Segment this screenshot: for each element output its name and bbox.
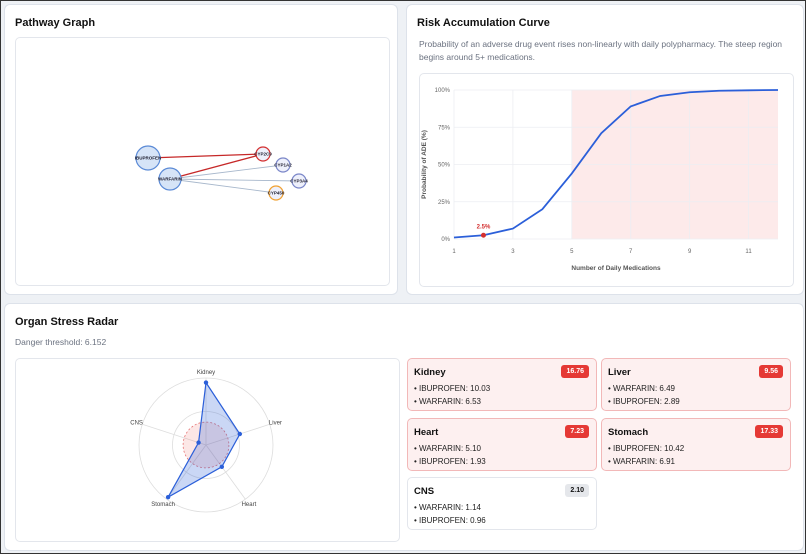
panel-title: Pathway Graph — [15, 17, 96, 29]
point — [480, 232, 486, 238]
card-title: Kidney — [414, 367, 446, 378]
node-label: CYP1A2 — [274, 163, 292, 168]
edge — [169, 178, 277, 194]
y-axis-label: Probability of ADE (%) — [421, 130, 428, 199]
radar-point — [203, 380, 209, 385]
card-title: Stomach — [608, 427, 649, 438]
edge — [169, 178, 300, 182]
description: Probability of an adverse drug event ris… — [419, 39, 783, 62]
node-label: IBUPROFEN — [135, 156, 162, 161]
node — [268, 185, 284, 201]
card-total: 9.56 — [759, 365, 783, 378]
axis-label: Kidney — [197, 370, 215, 376]
node-label: CYP450 — [268, 191, 285, 196]
card-item: WARFARIN: 6.91 — [608, 457, 675, 466]
node — [291, 173, 307, 189]
card-total: 2.10 — [565, 484, 589, 497]
card-total: 17.33 — [755, 425, 783, 438]
threshold — [182, 421, 230, 469]
axis-label: CNS — [130, 420, 143, 426]
card-item: WARFARIN: 1.14 — [414, 503, 481, 512]
value-label: 2.5% — [477, 224, 491, 230]
node — [135, 145, 161, 171]
organ-card: CNS 2.10 WARFARIN: 1.14 IBUPROFEN: 0.96 — [407, 477, 597, 530]
radar-point — [219, 464, 225, 469]
node-label: WARFARIN — [158, 177, 182, 182]
card-item: IBUPROFEN: 2.89 — [608, 397, 680, 406]
radar-point — [165, 494, 171, 500]
edge — [147, 153, 264, 159]
y-tick-label: 50% — [438, 163, 451, 169]
x-tick-label: 11 — [745, 249, 752, 255]
card-item: WARFARIN: 6.49 — [608, 384, 675, 393]
node — [275, 157, 291, 173]
panel-title: Organ Stress Radar — [15, 316, 119, 328]
organ-card: Stomach 17.33 IBUPROFEN: 10.42 WARFARIN: 6.… — [601, 418, 791, 471]
card-title: CNS — [414, 486, 435, 497]
x-tick-label: 3 — [511, 249, 515, 255]
panel-title: Risk Accumulation Curve — [417, 17, 550, 29]
card-item: WARFARIN: 5.10 — [414, 444, 481, 453]
x-axis-label: Number of Daily Medications — [571, 265, 661, 272]
y-tick-label: 25% — [438, 200, 451, 206]
line — [453, 89, 779, 239]
pathway-panel: Pathway Graph — [4, 4, 398, 295]
spoke — [166, 444, 207, 500]
axis-label: Liver — [269, 420, 282, 426]
edge — [169, 153, 264, 180]
card-title: Heart — [414, 427, 439, 438]
y-tick-label: 75% — [438, 125, 451, 131]
card-total: 7.23 — [565, 425, 589, 438]
radar-point — [196, 440, 201, 445]
organ-card: Heart 7.23 WARFARIN: 5.10 IBUPROFEN: 1.93 — [407, 418, 597, 471]
spoke — [205, 444, 246, 500]
node — [255, 146, 271, 162]
graph-box — [15, 37, 390, 286]
organ-card: Kidney 16.76 IBUPROFEN: 10.03 WARFARIN: 6.5… — [407, 358, 597, 411]
radar-point — [237, 431, 243, 437]
spoke — [142, 423, 207, 446]
axis-label: Stomach — [151, 502, 175, 508]
y-tick-label: 100% — [435, 88, 451, 94]
card-total: 16.76 — [561, 365, 589, 378]
x-tick-label: 1 — [452, 249, 456, 255]
card-item: IBUPROFEN: 1.93 — [414, 457, 486, 466]
x-tick-label: 5 — [570, 249, 574, 255]
node-label: CYP3A4 — [290, 179, 308, 184]
chart-box — [419, 73, 794, 287]
card-item: WARFARIN: 6.53 — [414, 397, 481, 406]
radar-box — [15, 358, 400, 542]
threshold-label: Danger threshold: 6.152 — [15, 337, 107, 347]
organ-card: Liver 9.56 WARFARIN: 6.49 IBUPROFEN: 2.89 — [601, 358, 791, 411]
y-tick-label: 0% — [441, 237, 450, 243]
card-item: IBUPROFEN: 10.42 — [608, 444, 684, 453]
node-label: CYP2C9 — [254, 152, 272, 157]
node — [158, 167, 182, 191]
edge — [169, 164, 284, 180]
x-tick-label: 9 — [688, 249, 692, 255]
card-item: IBUPROFEN: 10.03 — [414, 384, 490, 393]
card-title: Liver — [608, 367, 631, 378]
axis-label: Heart — [242, 502, 257, 508]
radar-area — [166, 380, 241, 499]
x-tick-label: 7 — [629, 249, 633, 255]
card-item: IBUPROFEN: 0.96 — [414, 516, 486, 525]
